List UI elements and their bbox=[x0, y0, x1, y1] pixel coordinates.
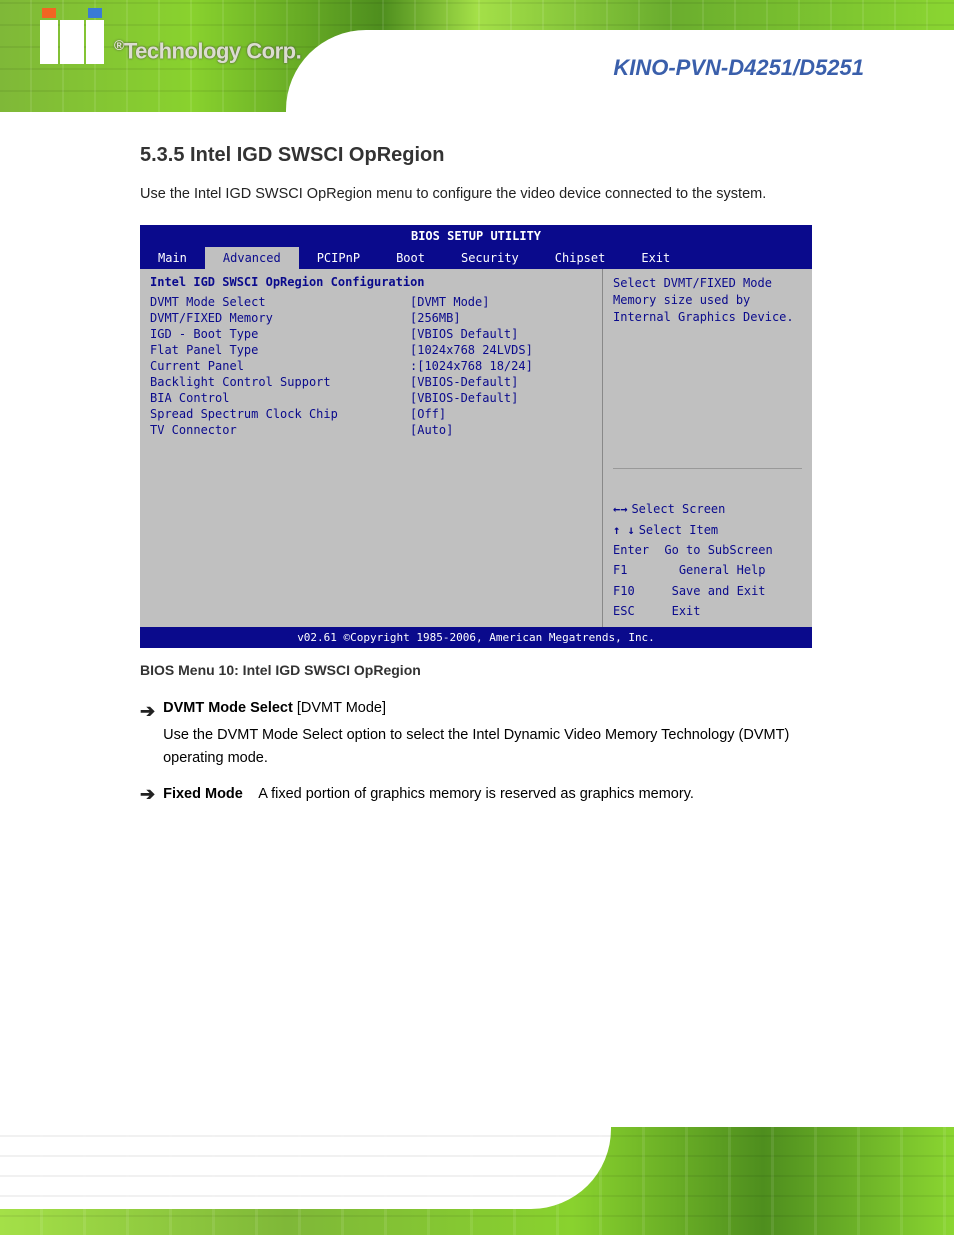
left-right-arrow-icon: ←→ bbox=[613, 499, 627, 519]
bios-tab-security: Security bbox=[443, 247, 537, 269]
document-body: 5.3.5 Intel IGD SWSCI OpRegion Use the I… bbox=[0, 112, 954, 848]
bios-tab-main: Main bbox=[140, 247, 205, 269]
option-description: A fixed portion of graphics memory is re… bbox=[258, 786, 694, 802]
bios-left-panel: Intel IGD SWSCI OpRegion Configuration D… bbox=[140, 269, 602, 627]
bios-tab-pcipnp: PCIPnP bbox=[299, 247, 378, 269]
bios-key-row: F10 Save and Exit bbox=[613, 581, 802, 601]
arrow-bullet-icon: ➔ bbox=[140, 700, 155, 723]
option-description: Use the DVMT Mode Select option to selec… bbox=[163, 724, 814, 769]
option-item: ➔ Fixed Mode A fixed portion of graphics… bbox=[140, 783, 814, 813]
bios-tab-exit: Exit bbox=[623, 247, 688, 269]
bios-row: BIA Control[VBIOS-Default] bbox=[150, 391, 592, 405]
logo-blocks bbox=[40, 20, 104, 64]
bios-row: TV Connector[Auto] bbox=[150, 423, 592, 437]
registered-mark: ® bbox=[114, 37, 124, 53]
header-banner: ®Technology Corp. KINO-PVN-D4251/D5251 bbox=[0, 0, 954, 112]
up-down-arrow-icon: ↑ ↓ bbox=[613, 520, 635, 540]
bios-tab-boot: Boot bbox=[378, 247, 443, 269]
bios-body: Intel IGD SWSCI OpRegion Configuration D… bbox=[140, 269, 812, 627]
bios-group-title: Intel IGD SWSCI OpRegion Configuration bbox=[150, 275, 592, 289]
company-name: ®Technology Corp. bbox=[114, 37, 301, 64]
bios-row: Current Panel:[1024x768 18/24] bbox=[150, 359, 592, 373]
product-title: KINO-PVN-D4251/D5251 bbox=[613, 55, 864, 81]
bios-row: DVMT Mode Select[DVMT Mode] bbox=[150, 295, 592, 309]
bios-tab-row: Main Advanced PCIPnP Boot Security Chips… bbox=[140, 247, 812, 269]
option-heading: Fixed Mode A fixed portion of graphics m… bbox=[163, 783, 814, 805]
option-item: ➔ DVMT Mode Select [DVMT Mode] Use the D… bbox=[140, 700, 814, 769]
footer-banner bbox=[0, 1127, 954, 1235]
option-heading: DVMT Mode Select [DVMT Mode] bbox=[163, 700, 814, 716]
bios-tab-chipset: Chipset bbox=[537, 247, 624, 269]
bios-key-row: ↑ ↓Select Item bbox=[613, 520, 802, 540]
figure-caption: BIOS Menu 10: Intel IGD SWSCI OpRegion bbox=[140, 662, 814, 678]
bios-title-bar: BIOS SETUP UTILITY bbox=[140, 225, 812, 247]
section-heading: 5.3.5 Intel IGD SWSCI OpRegion bbox=[140, 144, 814, 167]
bios-tab-advanced: Advanced bbox=[205, 247, 299, 269]
bios-key-row: Enter Go to SubScreen bbox=[613, 540, 802, 560]
bios-key-row: F1 General Help bbox=[613, 560, 802, 580]
logo-i2 bbox=[86, 20, 104, 64]
bios-row: Flat Panel Type[1024x768 24LVDS] bbox=[150, 343, 592, 357]
bios-row: Backlight Control Support[VBIOS-Default] bbox=[150, 375, 592, 389]
bios-keys-list: ←→Select Screen ↑ ↓Select Item Enter Go … bbox=[613, 468, 802, 621]
bios-key-row: ←→Select Screen bbox=[613, 499, 802, 519]
bios-help-panel: Select DVMT/FIXED Mode Memory size used … bbox=[602, 269, 812, 627]
bios-help-text: Select DVMT/FIXED Mode Memory size used … bbox=[613, 275, 802, 325]
logo-e bbox=[60, 20, 84, 64]
bios-row: DVMT/FIXED Memory[256MB] bbox=[150, 311, 592, 325]
intro-paragraph: Use the Intel IGD SWSCI OpRegion menu to… bbox=[140, 183, 814, 205]
company-text: Technology Corp. bbox=[124, 38, 301, 63]
bios-row: IGD - Boot Type[VBIOS Default] bbox=[150, 327, 592, 341]
bios-row: Spread Spectrum Clock Chip[Off] bbox=[150, 407, 592, 421]
logo-i1 bbox=[40, 20, 58, 64]
company-logo: ®Technology Corp. bbox=[40, 20, 301, 64]
bios-copyright: v02.61 ©Copyright 1985-2006, American Me… bbox=[140, 627, 812, 648]
arrow-bullet-icon: ➔ bbox=[140, 783, 155, 806]
bios-screenshot: BIOS SETUP UTILITY Main Advanced PCIPnP … bbox=[140, 225, 812, 648]
bios-key-row: ESC Exit bbox=[613, 601, 802, 621]
circuit-pattern bbox=[0, 1127, 954, 1235]
